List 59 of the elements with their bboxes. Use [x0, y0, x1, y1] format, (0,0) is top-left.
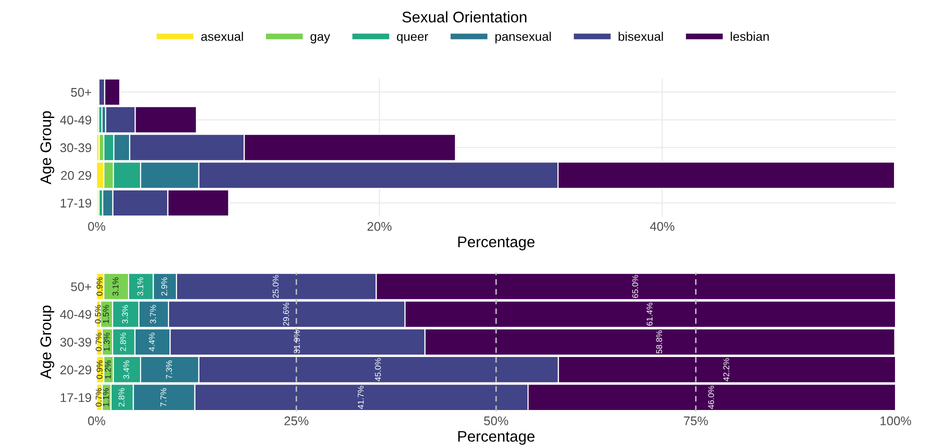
data-label: 0.9% — [96, 360, 102, 379]
data-label: 3.1% — [112, 277, 118, 296]
data-label: 2.9% — [161, 277, 168, 296]
data-label: 58.8% — [656, 330, 662, 354]
data-label: 45.0% — [374, 358, 381, 382]
x-tick-label: 20% — [368, 222, 392, 231]
y-axis-title: Age Group — [40, 111, 54, 184]
y-tick-label: 40-49 — [60, 310, 92, 319]
data-label: 61.4% — [646, 302, 653, 326]
x-tick-label: 0% — [88, 222, 106, 231]
data-label: 3.7% — [150, 305, 156, 324]
y-axis-title: Age Group — [40, 306, 54, 379]
legend-label: asexual — [201, 32, 243, 41]
data-label: 0.7% — [96, 332, 102, 352]
x-tick-label: 75% — [684, 416, 708, 426]
data-label: 42.2% — [723, 358, 730, 382]
legend-label: bisexual — [618, 32, 663, 41]
legend-label: queer — [396, 34, 428, 44]
x-tick-label: 25% — [284, 416, 308, 426]
data-label: 1.2% — [104, 360, 111, 379]
data-label: 3.1% — [137, 277, 144, 296]
legend-label: gay — [310, 34, 330, 44]
y-tick-label: 50+ — [71, 88, 92, 97]
y-tick-label: 40-49 — [60, 116, 92, 124]
data-label: 7.3% — [166, 360, 172, 379]
data-label: 4.4% — [148, 332, 155, 352]
data-label: 1.3% — [104, 332, 110, 351]
x-tick-label: 50% — [484, 416, 508, 426]
x-axis-title: Percentage — [458, 431, 534, 445]
y-tick-label: 17-19 — [60, 198, 92, 208]
y-tick-label: 17-19 — [60, 393, 92, 402]
y-tick-label: 50+ — [71, 282, 92, 292]
legend-label: lesbian — [730, 32, 769, 41]
data-label: 7.7% — [160, 388, 166, 406]
data-label: 2.8% — [120, 332, 126, 352]
data-label: 46.0% — [708, 386, 714, 410]
data-label: 41.7% — [358, 386, 364, 410]
data-label: 0.9% — [96, 277, 102, 296]
data-label: 2.8% — [118, 388, 124, 406]
y-tick-label: 20 29 — [61, 171, 92, 180]
data-label: 31.9% — [294, 330, 300, 354]
y-tick-label: 20-29 — [60, 365, 92, 374]
legend-label: pansexual — [495, 32, 551, 44]
data-label: 1.5% — [102, 305, 109, 324]
y-tick-label: 30-39 — [60, 143, 92, 152]
data-label: 3.4% — [123, 360, 130, 379]
x-tick-label: 0% — [88, 416, 106, 426]
y-tick-label: 30-39 — [60, 338, 92, 347]
data-label: 1.1% — [102, 388, 109, 406]
x-axis-title: Percentage — [458, 236, 534, 250]
x-tick-label: 40% — [650, 222, 674, 231]
data-label: 65.0% — [632, 275, 638, 298]
data-label: 29.6% — [283, 302, 289, 326]
data-label: 25.0% — [272, 275, 279, 298]
data-label: 0.7% — [96, 388, 102, 407]
data-label: 3.3% — [122, 305, 128, 324]
legend-title: Sexual Orientation — [402, 11, 526, 22]
data-label: 0.5% — [94, 305, 101, 324]
x-tick-label: 100% — [880, 416, 912, 426]
